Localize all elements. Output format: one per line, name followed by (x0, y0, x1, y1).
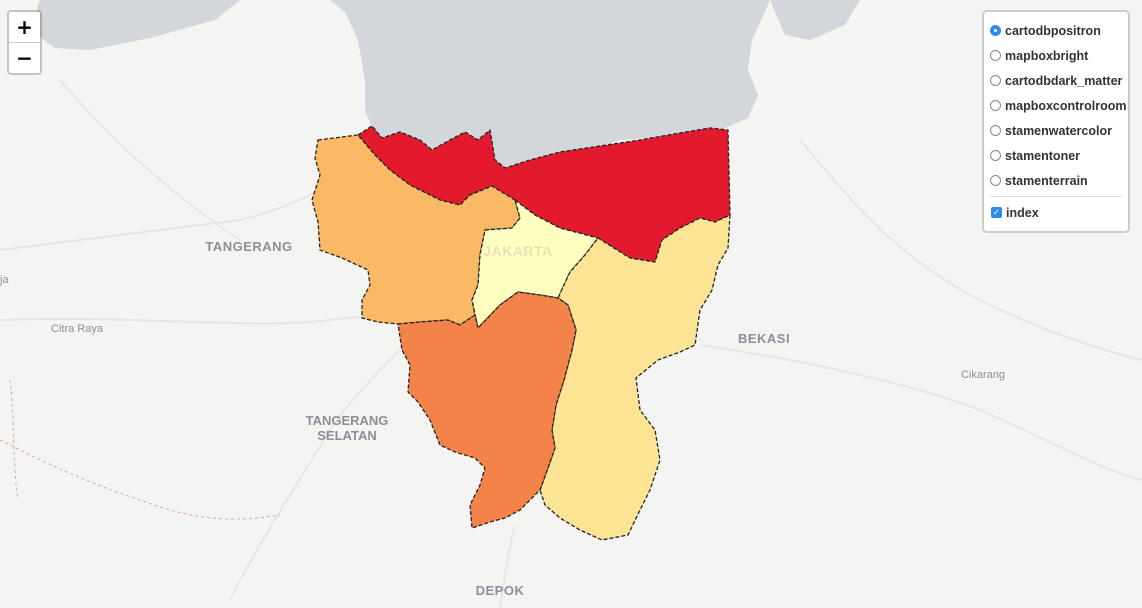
layer-option-cartodbpositron[interactable]: cartodbpositron (988, 18, 1128, 43)
layer-option-mapboxbright[interactable]: mapboxbright (988, 43, 1128, 68)
radio-button[interactable] (990, 125, 1001, 136)
label-tangerang-selatan-1: TANGERANG (306, 413, 389, 428)
label-cikarang: Cikarang (961, 369, 1005, 381)
label-citra-raya: Citra Raya (51, 323, 104, 335)
region-south[interactable] (397, 291, 577, 529)
overlay-label: index (1006, 205, 1039, 220)
sea-west (30, 0, 240, 50)
label-jakarta: JAKARTA (483, 243, 552, 259)
layer-label: stamentoner (1005, 148, 1081, 163)
region-west[interactable] (311, 134, 521, 326)
layer-label: cartodbpositron (1005, 23, 1101, 38)
label-tangerang-selatan-2: SELATAN (317, 428, 376, 443)
radio-button[interactable] (990, 50, 1001, 61)
overlay-option-index[interactable]: ✓ index (988, 200, 1128, 225)
boundary-lines (0, 379, 281, 520)
radio-button[interactable] (990, 175, 1001, 186)
layer-label: stamenterrain (1005, 173, 1088, 188)
radio-button[interactable] (990, 75, 1001, 86)
sea (330, 0, 770, 170)
label-tangerang: TANGERANG (205, 239, 292, 254)
layer-label: mapboxbright (1005, 48, 1089, 63)
zoom-in-button[interactable]: + (16, 15, 33, 39)
layer-label: cartodbdark_matter (1005, 73, 1123, 88)
road-network (0, 79, 1142, 608)
layer-label: mapboxcontrolroom (1005, 98, 1127, 113)
layer-control: cartodbpositron mapboxbright cartodbdark… (982, 10, 1130, 233)
radio-button[interactable] (990, 150, 1001, 161)
layer-option-stamenwatercolor[interactable]: stamenwatercolor (988, 118, 1128, 143)
label-depok: DEPOK (476, 583, 525, 598)
layer-option-stamenterrain[interactable]: stamenterrain (988, 168, 1128, 193)
layer-separator (990, 196, 1122, 197)
zoom-out-button[interactable]: − (9, 42, 40, 73)
layer-option-stamentoner[interactable]: stamentoner (988, 143, 1128, 168)
checkbox-checked-icon[interactable]: ✓ (991, 207, 1002, 218)
region-north[interactable] (357, 125, 731, 263)
zoom-control: + − (7, 10, 42, 75)
label-bekasi: BEKASI (738, 331, 790, 346)
layer-option-cartodbdark-matter[interactable]: cartodbdark_matter (988, 68, 1128, 93)
sea-east (770, 0, 860, 40)
place-labels: TANGERANG Citra Raya TANGERANG SELATAN B… (0, 239, 1005, 598)
layer-option-mapboxcontrolroom[interactable]: mapboxcontrolroom (988, 93, 1128, 118)
radio-button-checked[interactable] (990, 25, 1001, 36)
radio-button[interactable] (990, 100, 1001, 111)
layer-label: stamenwatercolor (1005, 123, 1112, 138)
label-edge: ja (0, 274, 9, 286)
